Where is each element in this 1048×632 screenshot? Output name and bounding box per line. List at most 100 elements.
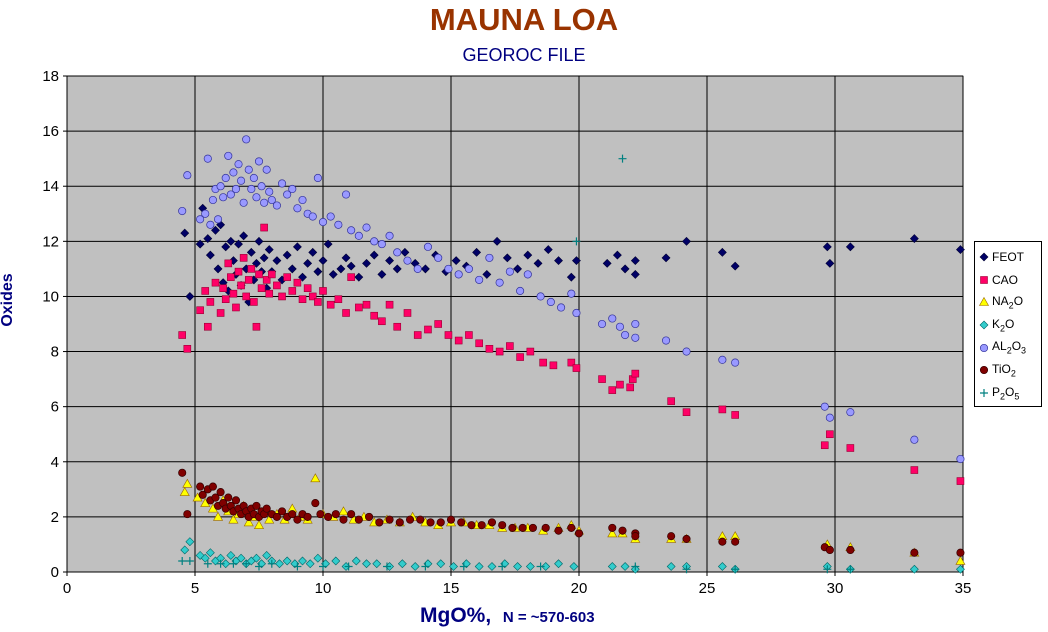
data-point-tio2 (518, 523, 527, 532)
data-point-feot (523, 250, 533, 260)
data-point-p2o5 (203, 559, 212, 568)
data-point-feot (292, 242, 302, 252)
data-point-cao (549, 361, 558, 370)
data-point-tio2 (395, 518, 404, 527)
chart-subtitle: GEOROC FILE (462, 45, 586, 65)
data-point-cao (262, 276, 271, 284)
data-point-cao (237, 281, 245, 290)
y-tick-label: 18 (42, 68, 59, 85)
data-point-tio2 (498, 521, 507, 530)
data-point-tio2 (331, 510, 340, 519)
data-point-na2o (264, 514, 275, 524)
data-point-k2o (956, 564, 965, 574)
data-point-al2o3 (219, 193, 228, 202)
data-point-cao (293, 278, 302, 287)
data-point-feot (221, 242, 231, 252)
data-point-k2o (541, 562, 551, 571)
data-point-feot (420, 264, 430, 274)
data-point-cao (454, 336, 463, 345)
series-p2o5 (178, 154, 855, 574)
data-point-cao (846, 444, 855, 452)
data-point-k2o (620, 562, 630, 571)
data-point-feot (246, 247, 256, 257)
data-point-al2o3 (956, 454, 965, 464)
data-point-al2o3 (546, 297, 555, 307)
data-point-k2o (226, 551, 236, 560)
data-point-feot (369, 250, 379, 260)
data-point-al2o3 (247, 184, 256, 194)
data-point-tio2 (631, 532, 640, 541)
data-point-feot (328, 269, 338, 279)
data-point-cao (413, 331, 422, 339)
data-point-feot (308, 247, 318, 257)
data-point-feot (213, 264, 223, 274)
data-point-al2o3 (615, 322, 625, 331)
data-point-feot (822, 242, 832, 252)
data-point-p2o5 (618, 154, 627, 163)
data-point-feot (203, 234, 213, 244)
data-point-feot (303, 258, 313, 268)
data-point-al2o3 (260, 198, 269, 207)
data-point-al2o3 (423, 242, 433, 251)
data-point-cao (539, 358, 547, 367)
data-point-p2o5 (229, 559, 238, 568)
legend-marker (979, 343, 989, 352)
data-point-cao (910, 466, 919, 474)
data-point-feot (259, 253, 269, 263)
x-tick-label: 15 (443, 580, 460, 597)
legend-marker-shape (980, 388, 988, 397)
data-point-feot (682, 236, 691, 246)
chart-title: MAUNA LOA (429, 2, 619, 37)
data-point-cao (506, 342, 514, 350)
data-point-cao (682, 408, 691, 416)
data-point-k2o (180, 545, 190, 555)
data-point-cao (234, 267, 243, 276)
data-point-k2o (487, 562, 497, 571)
data-point-feot (362, 258, 371, 268)
data-point-feot (313, 267, 323, 277)
data-point-feot (502, 253, 512, 263)
data-point-al2o3 (201, 209, 210, 218)
y-tick-label: 12 (42, 233, 59, 250)
data-point-feot (323, 239, 333, 249)
series-k2o (180, 537, 965, 574)
data-point-cao (334, 295, 343, 304)
data-point-al2o3 (557, 303, 566, 312)
data-point-tio2 (277, 507, 287, 516)
data-point-al2o3 (631, 333, 640, 342)
data-point-na2o (243, 517, 254, 527)
data-point-tio2 (354, 515, 363, 524)
legend-item-feot: FEOT (978, 246, 1041, 269)
data-point-cao (444, 331, 453, 339)
data-point-feot (254, 236, 264, 246)
data-point-al2o3 (213, 215, 223, 224)
data-point-cao (326, 300, 335, 309)
data-point-cao (204, 322, 212, 331)
data-point-al2o3 (262, 165, 271, 174)
data-point-cao (257, 284, 266, 292)
data-point-k2o (410, 562, 420, 571)
data-point-tio2 (339, 515, 348, 524)
data-point-al2o3 (403, 256, 412, 265)
data-point-k2o (436, 559, 446, 569)
data-point-tio2 (262, 504, 271, 513)
data-point-al2o3 (239, 198, 248, 207)
data-point-cao (347, 273, 355, 281)
data-point-al2o3 (183, 171, 192, 180)
data-point-tio2 (365, 512, 374, 521)
data-point-al2o3 (334, 220, 343, 229)
data-point-k2o (569, 562, 579, 571)
data-point-k2o (331, 556, 341, 566)
data-point-cao (362, 300, 371, 309)
data-point-feot (318, 256, 328, 266)
data-point-al2o3 (718, 355, 727, 364)
data-point-na2o (228, 514, 239, 524)
data-point-tio2 (457, 518, 466, 527)
y-axis-label: Oxides (0, 273, 16, 327)
data-point-feot (205, 250, 215, 260)
data-point-al2o3 (413, 264, 422, 273)
data-point-tio2 (183, 510, 192, 519)
data-point-al2o3 (265, 187, 274, 196)
data-point-k2o (298, 556, 307, 566)
data-point-cao (616, 380, 624, 389)
